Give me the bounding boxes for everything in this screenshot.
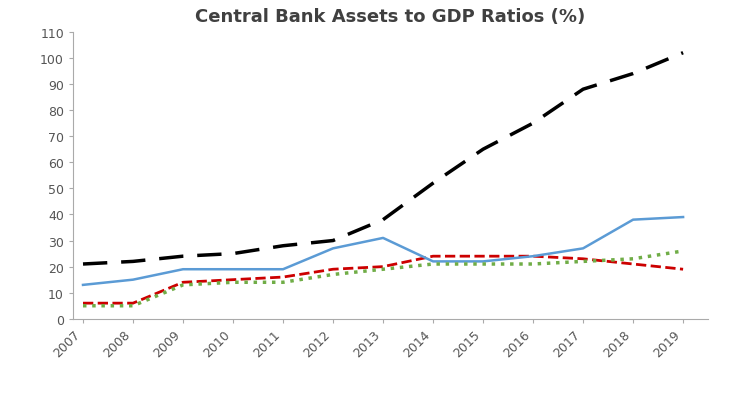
United States xyxy=(479,254,488,259)
United Kingdom xyxy=(679,249,688,254)
United States xyxy=(529,254,537,259)
United Kingdom xyxy=(179,283,188,288)
Euro Area xyxy=(579,246,588,251)
Japan xyxy=(379,218,388,222)
Japan xyxy=(128,259,137,264)
United States xyxy=(679,267,688,272)
Line: United States: United States xyxy=(83,256,683,303)
Euro Area xyxy=(429,259,437,264)
Japan xyxy=(629,72,637,77)
United Kingdom xyxy=(629,257,637,262)
United States xyxy=(328,267,337,272)
United States xyxy=(228,278,237,283)
Euro Area xyxy=(228,267,237,272)
Euro Area xyxy=(128,278,137,283)
United Kingdom xyxy=(79,303,88,308)
United States xyxy=(179,280,188,285)
Line: Japan: Japan xyxy=(83,54,683,264)
Euro Area xyxy=(79,283,88,288)
United Kingdom xyxy=(429,262,437,267)
United Kingdom xyxy=(279,280,288,285)
Title: Central Bank Assets to GDP Ratios (%): Central Bank Assets to GDP Ratios (%) xyxy=(196,8,585,26)
United Kingdom xyxy=(128,303,137,308)
Euro Area xyxy=(328,246,337,251)
Euro Area xyxy=(279,267,288,272)
United States xyxy=(279,275,288,280)
Euro Area xyxy=(679,215,688,220)
Japan xyxy=(79,262,88,267)
Japan xyxy=(579,88,588,92)
United States xyxy=(629,262,637,267)
United Kingdom xyxy=(328,272,337,277)
Japan xyxy=(228,252,237,256)
Euro Area xyxy=(529,254,537,259)
Euro Area xyxy=(479,259,488,264)
Japan xyxy=(179,254,188,259)
Euro Area xyxy=(629,218,637,222)
United States xyxy=(579,257,588,262)
Legend: United States, Euro Area, United Kingdom, Japan: United States, Euro Area, United Kingdom… xyxy=(169,405,612,409)
Japan xyxy=(679,51,688,56)
United Kingdom xyxy=(379,267,388,272)
Line: United Kingdom: United Kingdom xyxy=(83,252,683,306)
Japan xyxy=(279,244,288,249)
Line: Euro Area: Euro Area xyxy=(83,218,683,285)
Japan xyxy=(529,121,537,126)
Japan xyxy=(479,147,488,152)
Japan xyxy=(429,181,437,186)
Euro Area xyxy=(179,267,188,272)
United Kingdom xyxy=(579,259,588,264)
United Kingdom xyxy=(479,262,488,267)
United Kingdom xyxy=(529,262,537,267)
United Kingdom xyxy=(228,280,237,285)
United States xyxy=(429,254,437,259)
Euro Area xyxy=(379,236,388,241)
United States xyxy=(79,301,88,306)
Japan xyxy=(328,238,337,243)
United States xyxy=(379,265,388,270)
United States xyxy=(128,301,137,306)
